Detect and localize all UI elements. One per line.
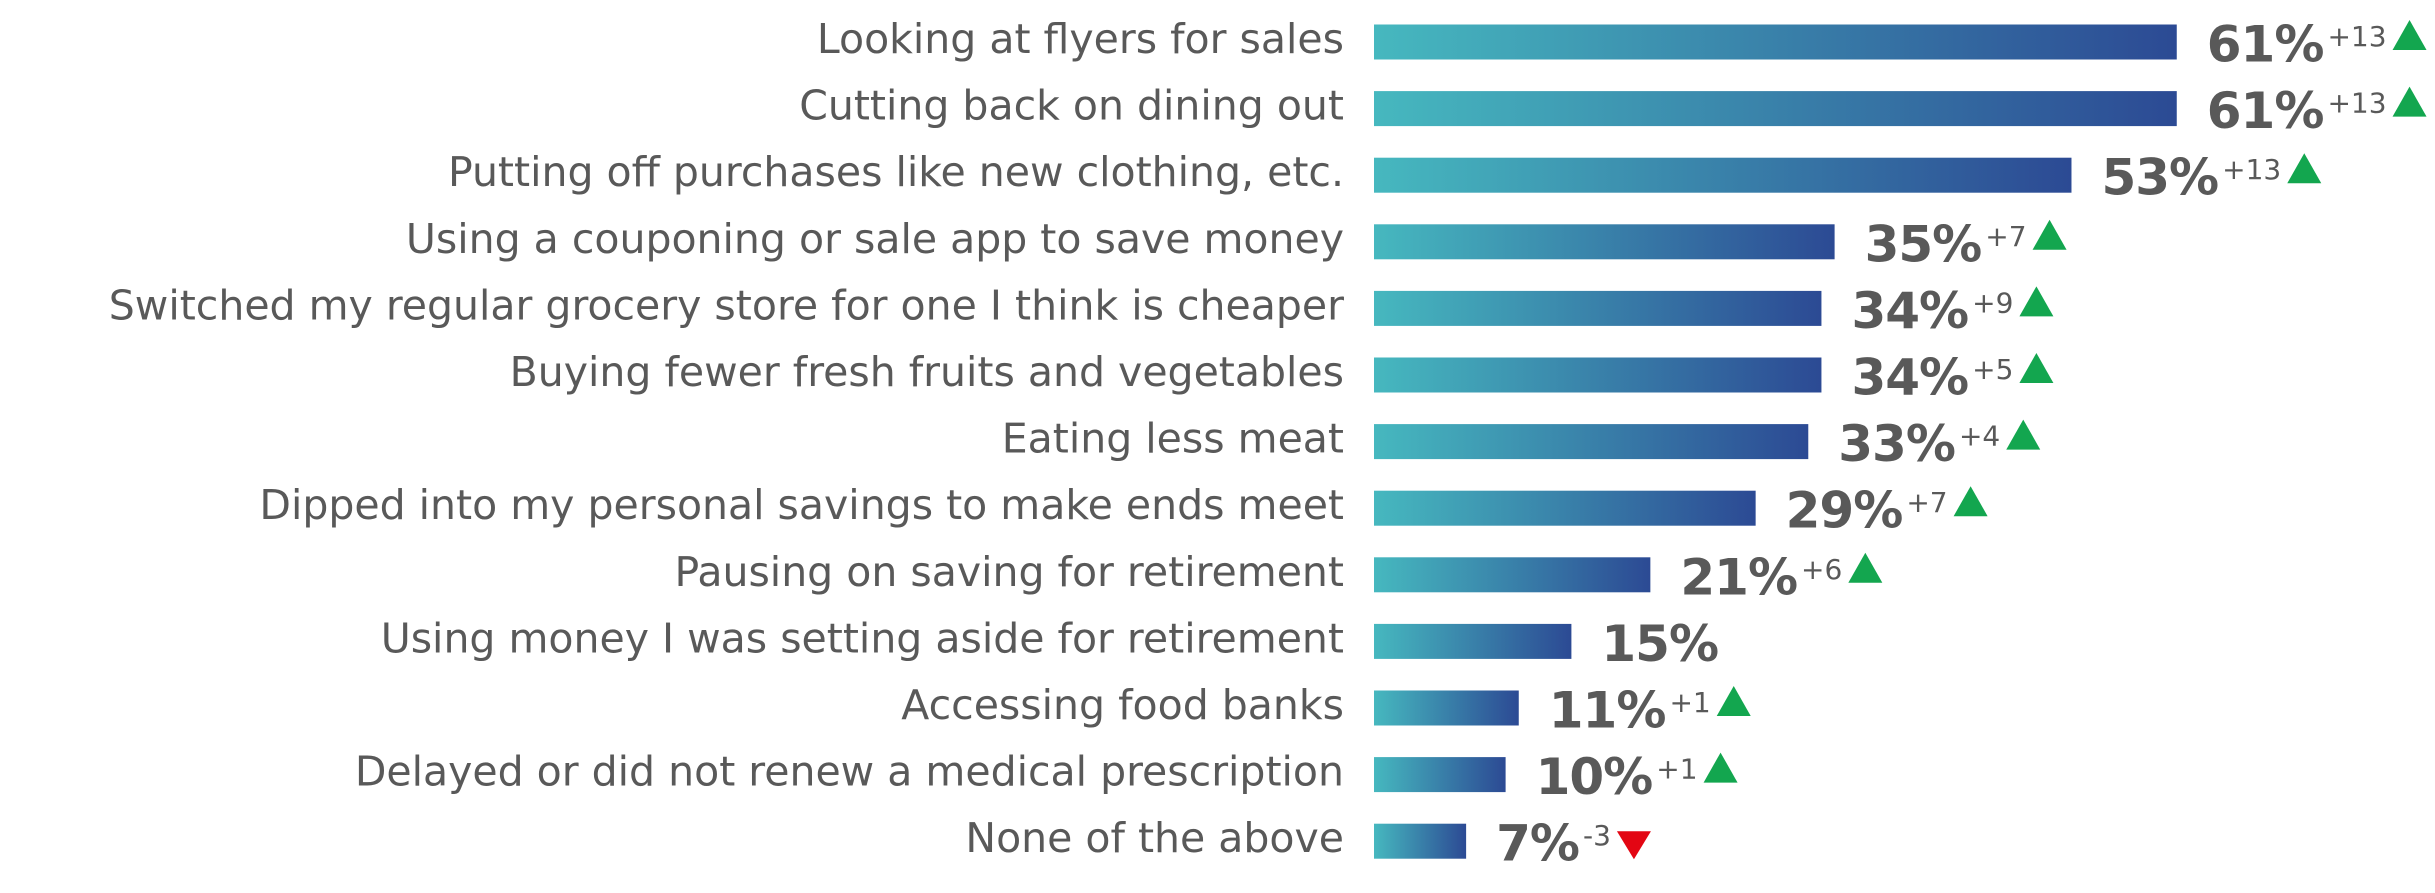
value-label: 10% — [1536, 748, 1653, 806]
value-label: 15% — [1601, 615, 1718, 673]
change-label: +4 — [1959, 420, 2000, 453]
bar — [1374, 424, 1809, 460]
bar — [1374, 224, 1835, 260]
change-label: +5 — [1972, 353, 2013, 386]
bar — [1374, 690, 1519, 726]
category-label: Using money I was setting aside for reti… — [381, 614, 1344, 662]
up-arrow — [2392, 20, 2427, 50]
change-label: +13 — [2222, 153, 2281, 186]
bar — [1374, 557, 1651, 593]
bar — [1374, 823, 1467, 859]
change-label: +7 — [1985, 220, 2026, 253]
value-label: 29% — [1786, 482, 1903, 540]
value-label: 61% — [2207, 16, 2324, 74]
value-label: 21% — [1680, 548, 1797, 606]
bar — [1374, 290, 1822, 326]
category-label: Dipped into my personal savings to make … — [259, 481, 1344, 529]
category-label: Looking at flyers for sales — [817, 15, 1344, 63]
bar — [1374, 623, 1572, 659]
change-label: +6 — [1801, 553, 1842, 586]
value-label: 34% — [1851, 349, 1968, 407]
value-label: 61% — [2207, 82, 2324, 140]
up-arrow — [2019, 353, 2054, 383]
category-label: Pausing on saving for retirement — [674, 548, 1344, 596]
category-label: Accessing food banks — [901, 681, 1344, 729]
bar — [1374, 357, 1822, 393]
value-label: 7% — [1496, 815, 1579, 873]
up-arrow — [2006, 419, 2041, 450]
value-label: 33% — [1838, 415, 1955, 473]
change-label: +1 — [1656, 753, 1697, 786]
value-label: 35% — [1865, 215, 1982, 273]
down-arrow — [1616, 831, 1651, 860]
up-arrow — [1953, 486, 1988, 517]
change-label: +13 — [2327, 20, 2386, 53]
change-label: +13 — [2327, 87, 2386, 120]
category-label: Buying fewer fresh fruits and vegetables — [510, 348, 1344, 396]
up-arrow — [2019, 286, 2054, 317]
category-label: None of the above — [965, 814, 1344, 862]
bar — [1374, 757, 1506, 793]
change-label: -3 — [1583, 819, 1611, 852]
change-label: +1 — [1669, 686, 1710, 719]
bar — [1374, 24, 2177, 60]
change-label: +9 — [1972, 286, 2013, 319]
category-label: Cutting back on dining out — [799, 82, 1344, 130]
category-label: Switched my regular grocery store for on… — [109, 281, 1344, 329]
up-arrow — [1848, 552, 1883, 583]
bar — [1374, 490, 1756, 526]
category-label: Delayed or did not renew a medical presc… — [355, 748, 1344, 796]
up-arrow — [1703, 752, 1738, 783]
bar — [1374, 91, 2177, 127]
value-label: 34% — [1851, 282, 1968, 340]
value-label: 53% — [2101, 149, 2218, 207]
up-arrow — [2032, 219, 2067, 250]
category-label: Putting off purchases like new clothing,… — [448, 148, 1344, 196]
up-arrow — [1716, 686, 1751, 716]
category-label: Using a couponing or sale app to save mo… — [406, 215, 1344, 263]
change-label: +7 — [1906, 486, 1947, 519]
up-arrow — [2287, 153, 2322, 184]
category-label: Eating less meat — [1002, 415, 1344, 463]
bar — [1374, 157, 2072, 193]
up-arrow — [2392, 86, 2427, 117]
value-label: 11% — [1549, 682, 1666, 740]
